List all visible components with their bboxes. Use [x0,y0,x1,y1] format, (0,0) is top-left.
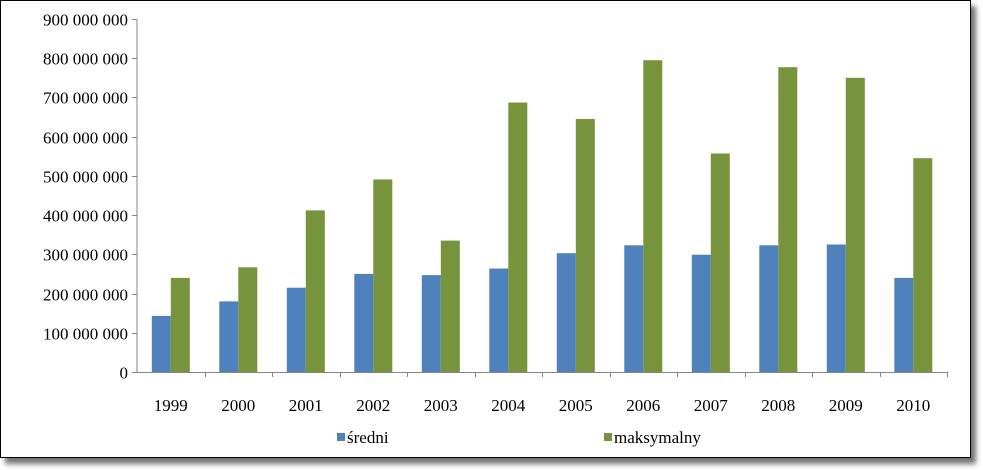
y-tick-label: 700 000 000 [43,89,128,108]
bar-maksymalny-2005 [575,119,595,372]
bar-sredni-2009 [826,244,846,372]
bar-sredni-2005 [556,253,576,372]
legend-label: średni [347,428,389,447]
bar-maksymalny-2004 [508,102,528,372]
bar-sredni-2002 [354,273,374,372]
bar-sredni-2008 [759,245,779,372]
legend-label: maksymalny [614,428,701,447]
x-tick-label: 2007 [694,396,729,415]
bar-sredni-1999 [151,315,171,372]
x-tick-label: 2003 [424,396,458,415]
bar-maksymalny-2008 [778,67,798,372]
y-tick-label: 200 000 000 [43,286,128,305]
legend-swatch [604,433,612,441]
legend-swatch [337,433,345,441]
bar-sredni-2006 [624,245,644,372]
x-tick-label: 2004 [491,396,526,415]
chart-frame [0,0,971,458]
x-tick-label: 2000 [221,396,255,415]
y-tick-label: 500 000 000 [43,168,128,187]
y-tick-label: 600 000 000 [43,129,128,148]
bars [151,60,933,373]
bar-maksymalny-2007 [710,153,730,372]
y-tick-label: 900 000 000 [43,11,128,30]
x-tick-label: 2008 [761,396,795,415]
y-tick-label: 0 [120,364,129,383]
bar-sredni-2001 [286,287,306,372]
x-tick-label: 1999 [154,396,188,415]
bar-maksymalny-2010 [913,158,933,372]
y-tick-label: 300 000 000 [43,246,128,265]
bar-maksymalny-1999 [170,277,190,372]
x-tick-label: 2009 [829,396,863,415]
bar-maksymalny-2009 [845,77,865,373]
bar-sredni-2000 [219,301,239,372]
y-tick-label: 800 000 000 [43,50,128,69]
legend: średni maksymalny [337,428,701,447]
bar-sredni-2010 [894,277,914,372]
x-tick-label: 2002 [356,396,390,415]
bar-maksymalny-2002 [373,179,393,372]
x-tick-label: 2005 [559,396,593,415]
bar-sredni-2004 [489,268,509,372]
bar-maksymalny-2001 [305,210,325,372]
bar-maksymalny-2003 [440,240,460,372]
y-tick-label: 400 000 000 [43,207,128,226]
x-tick-label: 2001 [289,396,323,415]
x-tick-label: 2010 [896,396,930,415]
y-axis: 0 100 000 000 200 000 000 300 000 000 400 00… [43,11,138,383]
bar-maksymalny-2006 [643,60,663,372]
x-axis: 1999 2000 2001 2002 2003 2004 2005 2006 2007 2008… [137,372,948,415]
bar-maksymalny-2000 [238,267,258,372]
y-tick-label: 100 000 000 [43,325,128,344]
bar-sredni-2003 [421,275,441,372]
bar-sredni-2007 [691,254,711,372]
x-tick-label: 2006 [626,396,660,415]
